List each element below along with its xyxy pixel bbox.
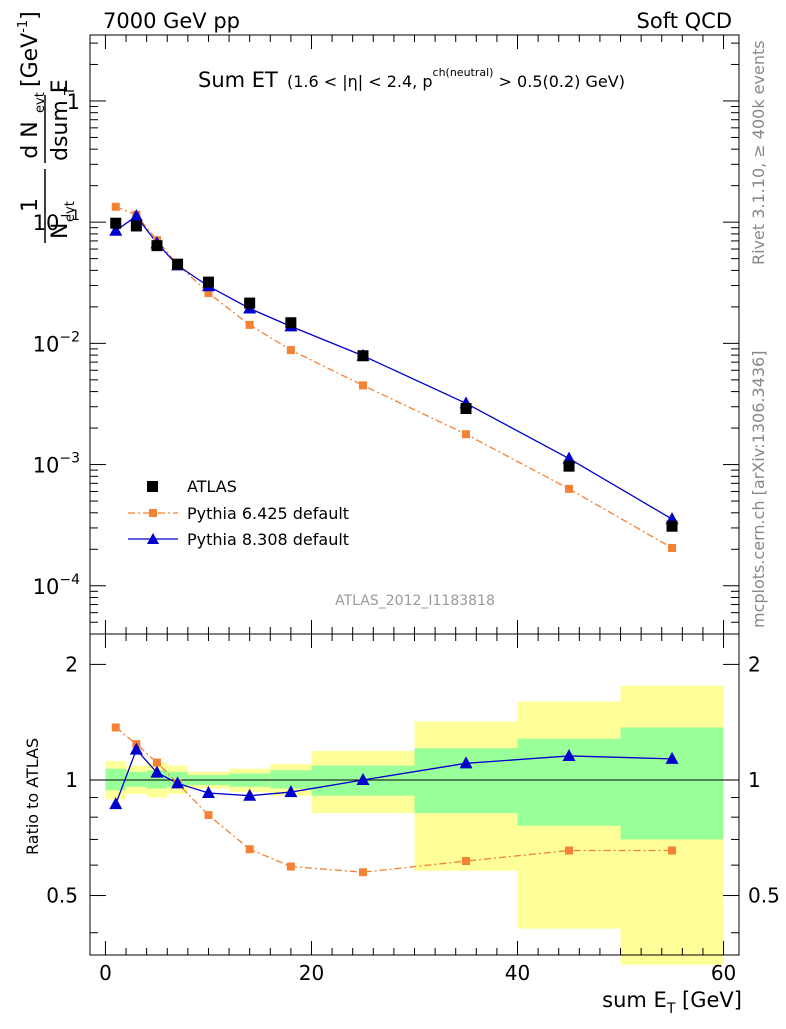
py8-ratio-point [243,788,257,801]
x-axis-label: sum ET [GeV] [602,988,742,1017]
ylabel-unit: [GeV-1] [16,11,43,87]
py6-ratio-point [204,811,213,820]
py6-point [245,320,254,329]
py8-ratio-point [171,776,185,789]
ylabel-dsum-t: T [63,87,78,96]
title-cond-sup: ch(neutral) [433,66,494,79]
y-tick-label-right: 0.5 [748,884,780,908]
py6-ratio-point [668,846,677,855]
py6-ratio-point [358,868,367,877]
atlas-point [202,276,214,288]
py6-point [111,202,120,211]
py8-ratio-point [201,785,215,798]
atlas-point [666,520,678,532]
atlas-point [357,350,369,362]
legend-py6-label: Pythia 6.425 default [187,504,349,523]
ylabel-dsum: dsum E [48,79,73,161]
py6-ratio-point [565,846,574,855]
header-left: 7000 GeV pp [103,9,240,33]
py6-point [668,543,677,552]
title-cond-c: > 0.5(0.2) GeV) [493,72,624,91]
atlas-point [285,317,297,329]
y-tick-label: 10−4 [33,572,80,599]
x-tick-label: 20 [299,961,324,985]
rivet-label: Rivet 3.1.10, ≥ 400k events [749,40,768,265]
py8-point [129,209,143,222]
x-tick-label: 60 [711,961,736,985]
py8-ratio-point [109,797,123,810]
mcplots-label: mcplots.cern.ch [arXiv:1306.3436] [749,351,768,628]
atlas-point [151,240,163,252]
ylabel-dn: d N [18,121,43,158]
y-axis-label-ratio: Ratio to ATLAS [23,738,42,855]
y-tick-label: 1 [65,768,78,792]
py8-ratio-point [284,785,298,798]
title-main: Sum ET [198,68,278,92]
py8-ratio-point [459,756,473,769]
py8-ratio-point [129,742,143,755]
y-tick-label: 0.5 [46,884,78,908]
analysis-reference: ATLAS_2012_I1183818 [335,593,495,609]
band-inner [620,727,724,840]
ylabel-one: 1 [18,198,43,212]
py6-point [204,289,213,298]
band-inner [270,770,312,789]
y-tick-label: 2 [65,652,78,676]
y-tick-label-right: 1 [748,768,761,792]
legend: ATLAS Pythia 6.425 default Pythia 8.308 … [128,477,349,549]
y-tick-label: 1 [67,90,80,114]
atlas-point [130,220,142,232]
legend-atlas-label: ATLAS [187,477,237,496]
legend-py8-label: Pythia 8.308 default [187,530,349,549]
plot-title: Sum ET (1.6 < |η| < 2.4, pch(neutral) > … [198,66,625,92]
py8-ratio-point [356,772,370,785]
py6-point [286,346,295,355]
title-cond-eta: η [348,72,358,91]
py6-ratio-point [245,845,254,854]
axis-ticks: 0 20 40 60 1 10−1 10−2 10−3 10−4 0.5 0.5 1 1 2 2 [33,35,780,985]
atlas-point [110,217,122,229]
y-tick-label-right: 2 [748,652,761,676]
y-tick-label: 10−3 [33,451,80,478]
y-axis-label-main: 1 N evt d N evt dsum E T [GeV-1] [16,11,78,243]
uncertainty-bands [105,685,724,965]
ylabel-n-evt: evt [63,201,78,222]
py8-ratio-point [150,765,164,778]
y-tick-label: 10−2 [33,329,80,356]
py8-ratio-point [665,751,679,764]
py6-ratio-point [462,857,471,866]
x-tick-label: 40 [505,961,530,985]
py6-ratio-point [152,758,161,767]
legend-py8-marker [147,533,159,544]
title-cond-a: (1.6 < | [287,72,348,91]
py6-point [565,484,574,493]
legend-py6-marker [149,509,157,517]
atlas-point [563,460,575,472]
data-series [109,202,679,877]
atlas-point [460,403,472,415]
atlas-point [172,258,184,270]
band-inner [126,771,147,787]
py8-ratio-point [562,748,576,761]
py6-point [462,430,471,439]
header-right: Soft QCD [637,9,732,33]
ylabel-n: N [48,223,73,239]
py8-point [109,223,123,236]
legend-atlas-marker [147,481,158,492]
atlas-point [244,297,256,309]
y-tick-label: 10−1 [33,208,80,235]
py6-point [358,381,367,390]
py8-point [562,451,576,464]
x-tick-label: 0 [99,961,112,985]
py6-ratio-point [111,723,120,732]
title-cond-b: | < 2.4, p [358,72,433,91]
py6-ratio-point [286,862,295,871]
